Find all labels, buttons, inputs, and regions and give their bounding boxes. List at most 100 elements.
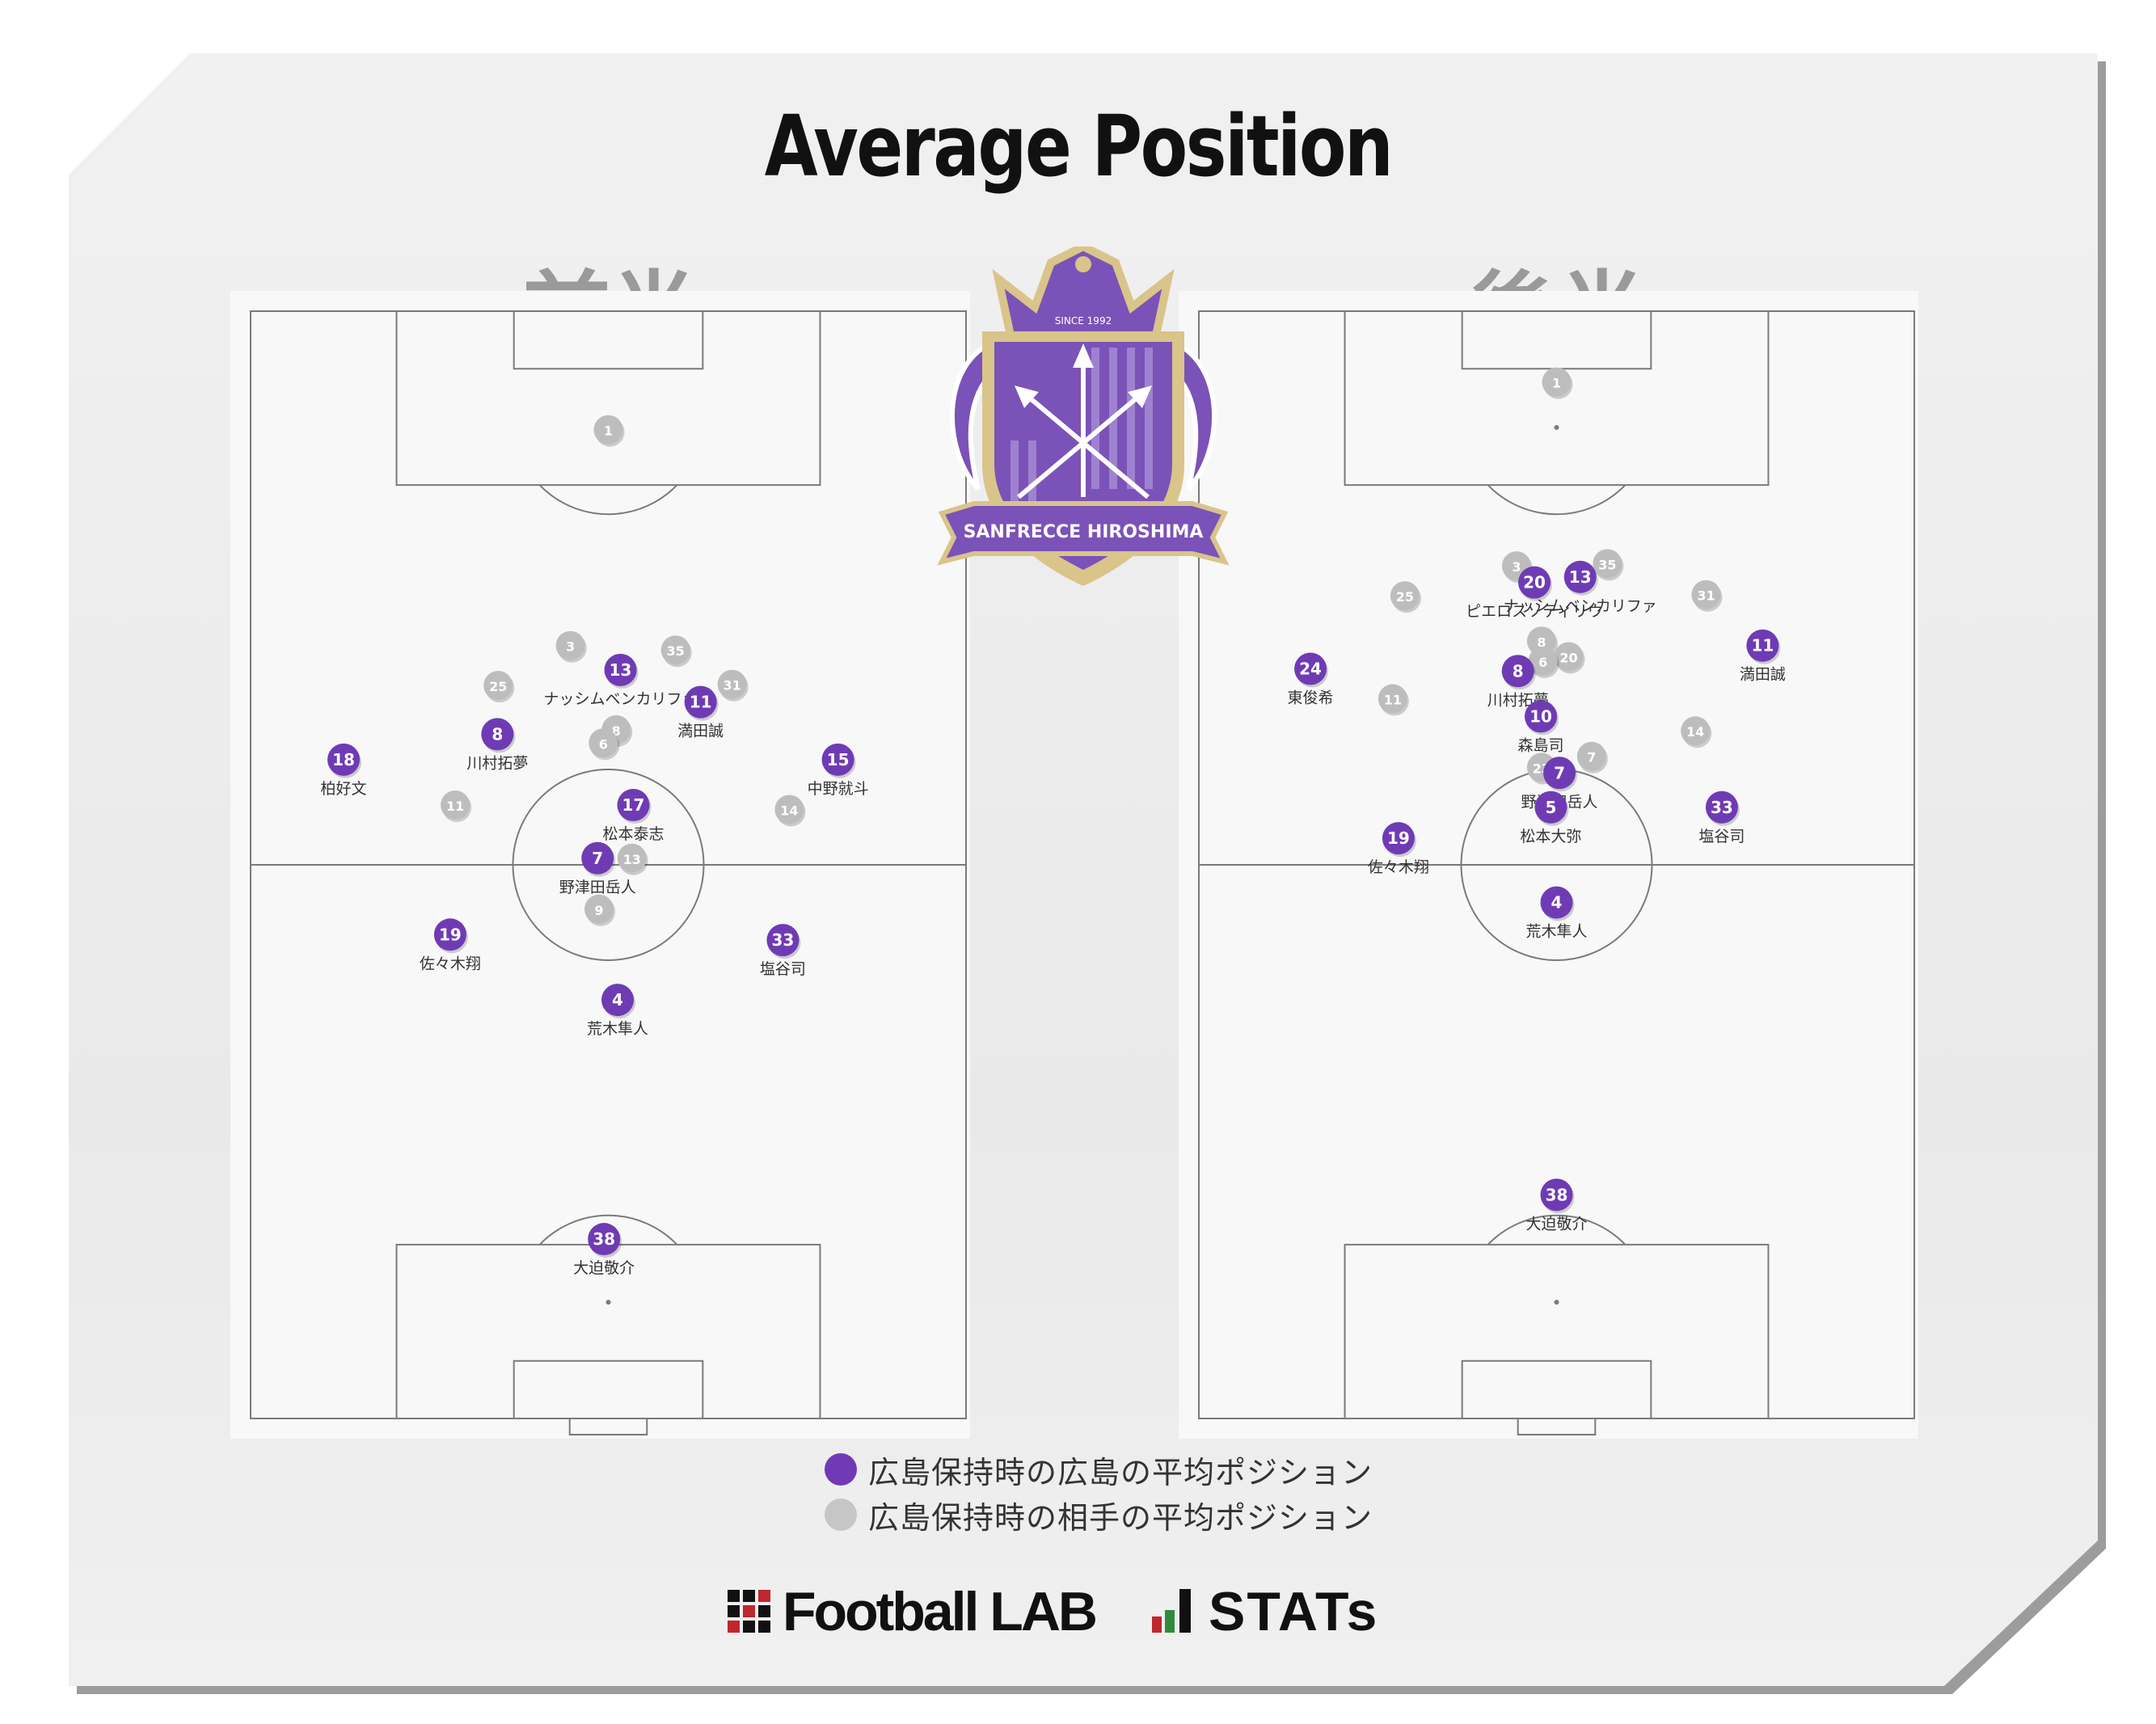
- player-marker: [660, 635, 690, 665]
- hiroshima-player-7: 7 野津田岳人: [559, 841, 636, 896]
- opponent-player-31: 31: [1691, 580, 1723, 612]
- player-marker: [1294, 652, 1327, 685]
- opponent-player-7: 7: [1576, 741, 1608, 773]
- player-name: 柏好文: [321, 780, 367, 798]
- player-name: ナッシムベンカリファ: [1504, 597, 1657, 615]
- player-number: 17: [622, 795, 645, 815]
- hiroshima-player-19: 19 佐々木翔: [420, 918, 481, 972]
- bottom-penalty-arc: [1487, 1214, 1626, 1246]
- player-number: 25: [1396, 589, 1414, 605]
- hiroshima-player-33: 33 塩谷司: [1698, 790, 1745, 845]
- player-number: 1: [1552, 376, 1561, 391]
- player-marker: [1576, 741, 1606, 771]
- player-number: 31: [1697, 588, 1715, 604]
- player-marker: [1528, 646, 1558, 676]
- player-marker: [1382, 822, 1415, 855]
- bottom-goal: [1517, 1418, 1597, 1435]
- player-number: 19: [1387, 828, 1410, 848]
- player-number: 11: [446, 799, 464, 814]
- player-number: 15: [827, 750, 850, 769]
- player-number: 38: [1546, 1185, 1568, 1204]
- opponent-player-25: 25: [1390, 581, 1421, 613]
- player-name: ピエロスソティリウ: [1466, 603, 1603, 621]
- top-penalty-arc: [538, 484, 678, 516]
- page-title: Average Position: [764, 97, 1394, 196]
- player-marker: [1540, 1178, 1573, 1212]
- legend: 広島保持時の広島の平均ポジション 広島保持時の相手の平均ポジション: [825, 1447, 1373, 1537]
- hiroshima-player-5: 5 松本大弥: [1520, 790, 1581, 845]
- player-number: 4: [612, 990, 623, 1010]
- player-number: 13: [610, 660, 632, 680]
- hiroshima-player-4: 4 荒木隼人: [587, 984, 648, 1038]
- player-number: 11: [1751, 636, 1774, 655]
- player-number: 3: [566, 639, 575, 655]
- hiroshima-player-10: 10 森島司: [1518, 700, 1564, 754]
- player-number: 8: [492, 724, 503, 744]
- player-name: 中野就斗: [808, 780, 869, 798]
- player-name: ナッシムベンカリファ: [544, 690, 698, 708]
- player-number: 35: [667, 643, 685, 659]
- opponent-player-14: 14: [774, 795, 806, 827]
- player-number: 9: [594, 903, 603, 918]
- legend-label-opponent: 広島保持時の相手の平均ポジション: [868, 1499, 1373, 1536]
- opponent-player-6: 6: [1528, 646, 1559, 678]
- player-marker: [584, 894, 614, 924]
- player-number: 35: [1598, 557, 1616, 572]
- opponent-player-31: 31: [717, 669, 749, 702]
- player-marker: [717, 669, 747, 699]
- player-number: 31: [723, 678, 740, 693]
- opponent-player-3: 3: [555, 630, 587, 663]
- player-number: 6: [599, 736, 608, 752]
- player-name: 東俊希: [1288, 689, 1334, 707]
- player-name: 満田誠: [1740, 666, 1786, 684]
- sanfrecce-hiroshima-emblem: SINCE 1992 SANFRECCE HIROSHIMA: [937, 247, 1230, 586]
- legend-swatch-hiroshima: [825, 1453, 857, 1486]
- player-number: 19: [439, 925, 462, 944]
- bottom-penalty-spot: [1554, 1300, 1559, 1305]
- hiroshima-player-38: 38 大迫敬介: [573, 1223, 635, 1277]
- player-number: 18: [332, 750, 355, 769]
- hiroshima-player-13: 13 ナッシムベンカリファ: [1504, 560, 1657, 615]
- player-name: 塩谷司: [760, 960, 806, 978]
- hiroshima-player-8: 8 川村拓夢: [466, 718, 528, 772]
- player-marker: [1593, 549, 1622, 579]
- player-name: 野津田岳人: [559, 879, 636, 896]
- player-number: 14: [1686, 724, 1704, 740]
- player-number: 14: [780, 803, 798, 819]
- top-goal-area: [513, 310, 704, 370]
- player-marker: [1540, 886, 1573, 919]
- player-number: 20: [1523, 573, 1546, 592]
- hiroshima-player-11: 11 満田誠: [1740, 629, 1786, 684]
- hiroshima-player-19: 19 佐々木翔: [1368, 822, 1429, 876]
- player-number: 38: [593, 1229, 615, 1249]
- player-number: 20: [1559, 650, 1577, 665]
- player-marker: [1501, 655, 1534, 688]
- hiroshima-player-20: 20 ピエロスソティリウ: [1466, 566, 1603, 621]
- opponent-player-25: 25: [483, 671, 515, 703]
- player-number: 5: [1545, 798, 1556, 817]
- player-marker: [581, 841, 614, 875]
- player-name: 満田誠: [677, 723, 724, 740]
- player-number: 8: [1537, 634, 1546, 650]
- player-number: 6: [1538, 655, 1547, 670]
- player-name: 松本泰志: [602, 825, 664, 843]
- football-lab-logo-text: Football LAB: [783, 1581, 1098, 1642]
- legend-swatch-opponent: [825, 1498, 857, 1531]
- opponent-player-1: 1: [1542, 367, 1573, 399]
- player-marker: [601, 984, 635, 1017]
- player-name: 大迫敬介: [573, 1259, 635, 1277]
- player-marker: [1563, 560, 1597, 593]
- hiroshima-player-38: 38 大迫敬介: [1525, 1178, 1588, 1233]
- hiroshima-player-17: 17 松本泰志: [602, 789, 664, 843]
- hiroshima-player-33: 33 塩谷司: [760, 924, 806, 978]
- player-name: 森島司: [1518, 736, 1564, 754]
- player-marker: [433, 918, 466, 951]
- bottom-penalty-arc: [538, 1214, 678, 1246]
- player-name: 荒木隼人: [587, 1020, 648, 1038]
- hiroshima-player-11: 11 満田誠: [677, 685, 724, 740]
- player-number: 7: [1554, 763, 1565, 782]
- player-name: 塩谷司: [1698, 828, 1745, 845]
- player-number: 3: [1512, 559, 1521, 575]
- player-marker: [1554, 642, 1584, 672]
